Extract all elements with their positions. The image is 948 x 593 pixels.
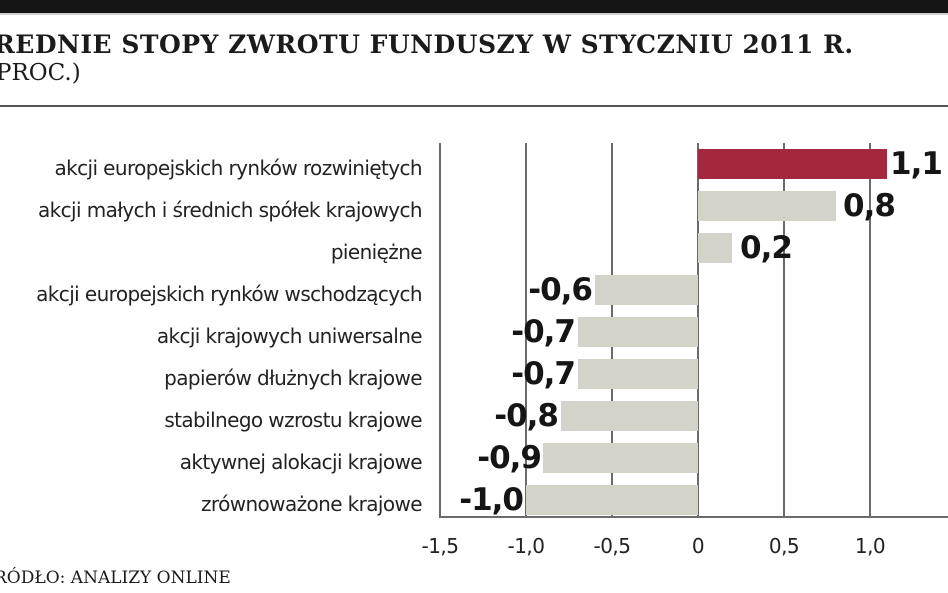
- x-tick: 0: [691, 534, 705, 558]
- value-label: 0,2: [740, 230, 793, 266]
- category-label: akcji europejskich rynków wschodzących: [36, 282, 422, 306]
- chart-title: REDNIE STOPY ZWROTU FUNDUSZY W STYCZNIU …: [0, 30, 854, 59]
- value-label: -0,9: [477, 440, 542, 476]
- bar: [578, 359, 698, 389]
- x-tick: -1,0: [507, 534, 545, 558]
- bar: [526, 485, 698, 515]
- bar: [698, 233, 732, 263]
- x-tick: -1,5: [421, 534, 459, 558]
- header-divider: [0, 105, 948, 107]
- bar: [578, 317, 698, 347]
- x-tick: 0,5: [768, 534, 800, 558]
- value-label: -0,7: [511, 356, 576, 392]
- chart-subtitle: PROC.): [0, 60, 81, 86]
- source-note: RÓDŁO: ANALIZY ONLINE: [0, 568, 231, 588]
- category-label: akcji europejskich rynków rozwiniętych: [54, 156, 422, 180]
- category-label: akcji małych i średnich spółek krajowych: [38, 198, 423, 222]
- top-black-bar: [0, 0, 948, 13]
- x-tick: -0,5: [593, 534, 631, 558]
- value-label: -0,7: [511, 314, 576, 350]
- category-label: stabilnego wzrostu krajowe: [164, 408, 422, 432]
- bar: [595, 275, 698, 305]
- value-label: -0,8: [494, 398, 559, 434]
- value-label: -1,0: [459, 482, 524, 518]
- value-label: -0,6: [528, 272, 593, 308]
- category-label: pieniężne: [330, 240, 423, 264]
- bar: [698, 191, 836, 221]
- top-bar-shadow: [0, 13, 948, 15]
- gridline-zero: [697, 143, 699, 518]
- gridline-neg-1-5: [439, 143, 441, 518]
- category-label: akcji krajowych uniwersalne: [156, 324, 423, 348]
- gridline-neg-1-0: [525, 143, 527, 518]
- gridline-0-5: [783, 143, 785, 518]
- x-axis-line: [440, 516, 948, 518]
- x-tick: 1,0: [854, 534, 886, 558]
- gridline-1-0: [869, 143, 871, 518]
- category-label: zrównoważone krajowe: [201, 492, 423, 516]
- bar: [561, 401, 698, 431]
- value-label: 0,8: [843, 188, 896, 224]
- category-label: papierów dłużnych krajowe: [164, 366, 422, 390]
- bar: [543, 443, 698, 473]
- bar-highlight: [698, 149, 887, 179]
- category-label: aktywnej alokacji krajowe: [179, 450, 423, 474]
- value-label: 1,1: [890, 146, 943, 182]
